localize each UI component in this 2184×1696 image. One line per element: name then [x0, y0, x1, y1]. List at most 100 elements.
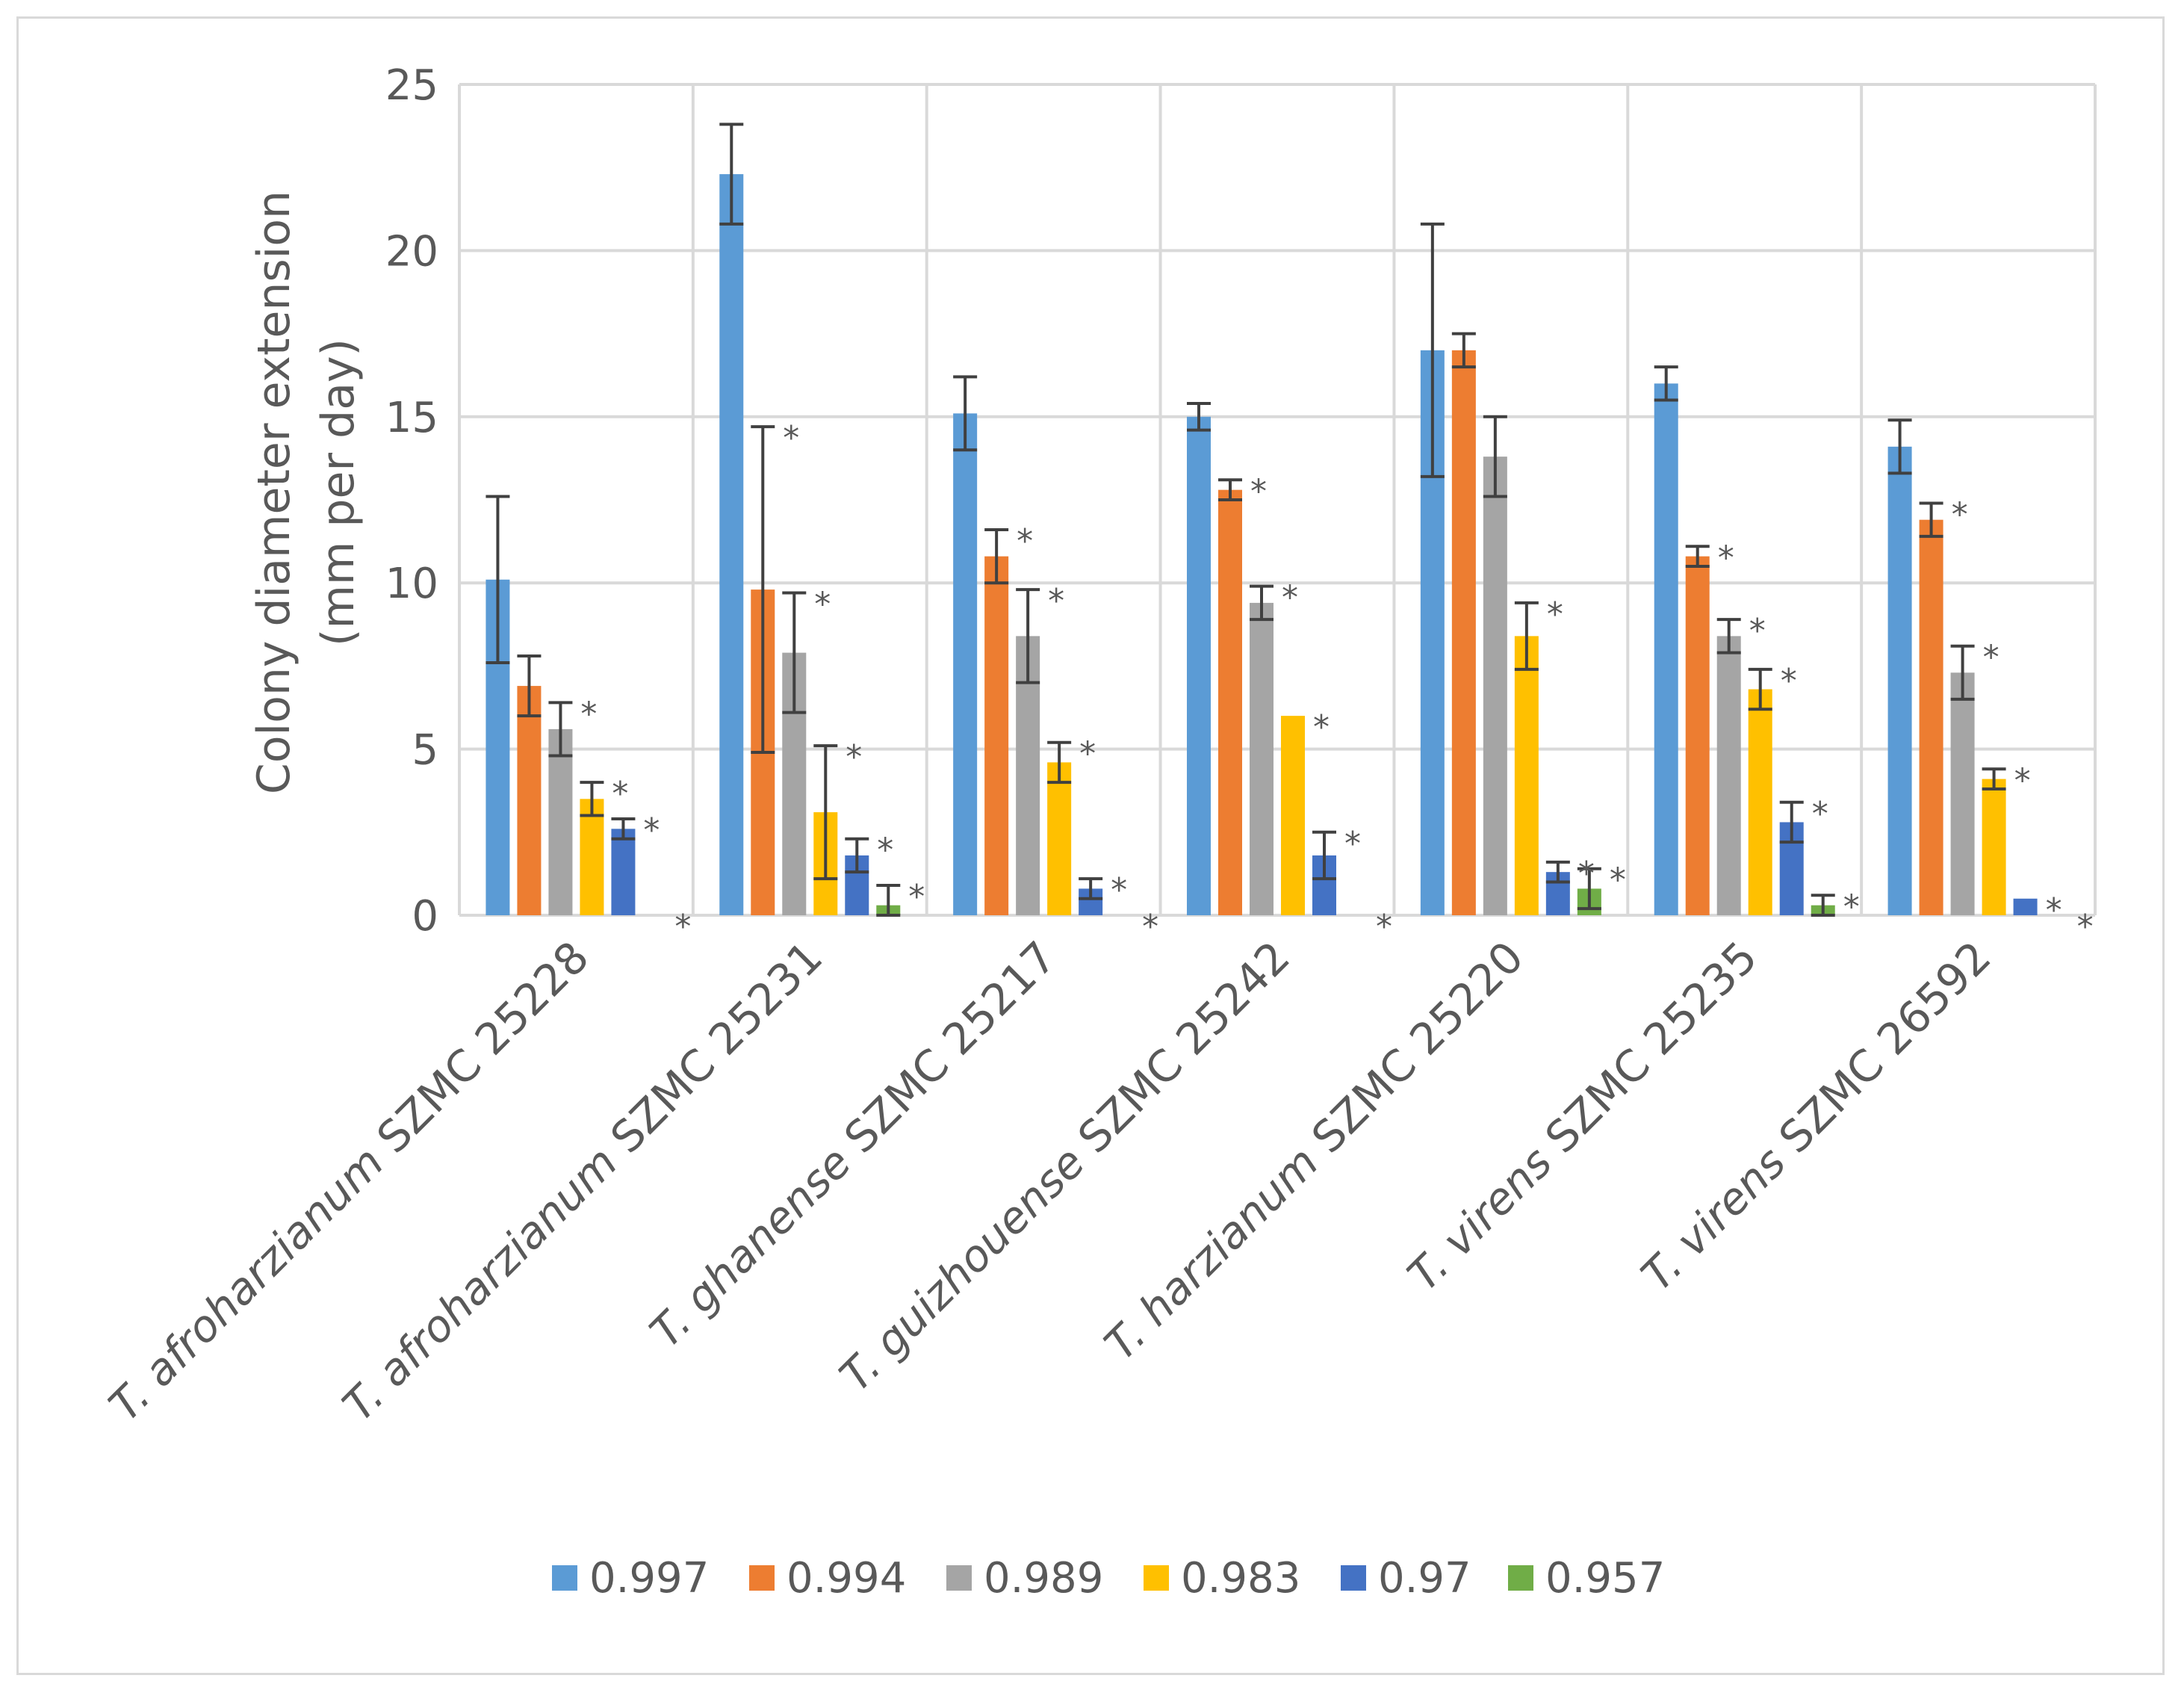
significance-marker: * — [877, 832, 893, 870]
legend-swatch — [1144, 1565, 1169, 1591]
strain-id: SZMC 25231 — [601, 932, 832, 1163]
bar — [1950, 672, 1975, 915]
legend-swatch — [749, 1565, 775, 1591]
significance-marker: * — [1983, 639, 2000, 677]
bar — [517, 686, 542, 915]
y-axis-title-line-1: Colony diameter extension — [248, 191, 300, 794]
bar — [719, 174, 744, 915]
significance-marker: * — [908, 878, 925, 916]
significance-marker: * — [612, 775, 628, 813]
y-tick-label: 10 — [385, 560, 438, 608]
significance-markers: * * * * * * * * * * * * * * * * * * * * * * * * * * * * * * * * — [580, 419, 2093, 946]
significance-marker: * — [1282, 579, 1298, 617]
bar — [1451, 350, 1476, 916]
significance-marker: * — [1812, 795, 1828, 833]
bar — [1887, 446, 1912, 915]
y-axis-title-line-2: (mm per day) — [312, 338, 364, 646]
legend-label: 0.989 — [984, 1554, 1103, 1603]
significance-marker: * — [1610, 861, 1626, 900]
significance-marker: * — [1048, 582, 1064, 620]
x-category-label: T. ghanense SZMC 25217 — [640, 932, 1066, 1358]
x-category-label: T. harzianum SZMC 25220 — [1095, 932, 1533, 1370]
y-tick-label: 5 — [412, 726, 438, 775]
significance-marker: * — [1017, 522, 1033, 560]
y-tick-label: 25 — [385, 61, 438, 110]
strain-id: SZMC 25217 — [834, 932, 1066, 1163]
y-axis-title: Colony diameter extension (mm per day) — [248, 191, 364, 794]
significance-marker: * — [1718, 539, 1734, 577]
x-category-label: T. afroharzianum SZMC 25228 — [99, 932, 599, 1432]
significance-marker: * — [674, 908, 691, 946]
bar — [1483, 457, 1507, 915]
bar — [1218, 489, 1242, 915]
significance-marker: * — [846, 738, 862, 776]
significance-marker: * — [1313, 708, 1330, 746]
significance-marker: * — [2014, 761, 2031, 799]
significance-marker: * — [580, 695, 597, 733]
significance-marker: * — [2046, 891, 2062, 929]
y-tick-label: 0 — [412, 892, 438, 941]
significance-marker: * — [1250, 472, 1267, 510]
significance-marker: * — [814, 586, 831, 624]
significance-marker: * — [1344, 825, 1361, 863]
legend-swatch — [946, 1565, 972, 1591]
legend-label: 0.994 — [787, 1554, 906, 1603]
significance-marker: * — [1749, 612, 1766, 650]
bar — [580, 799, 604, 915]
y-axis-ticks: 0 5 10 15 20 25 — [385, 61, 438, 941]
significance-marker: * — [1843, 888, 1860, 926]
strain-id: SZMC 25235 — [1536, 932, 1767, 1163]
significance-marker: * — [1376, 908, 1392, 946]
y-tick-label: 15 — [385, 394, 438, 442]
x-category-label: T. guizhouense SZMC 25242 — [830, 932, 1300, 1402]
significance-marker: * — [1578, 855, 1595, 893]
chart-frame: 0 5 10 15 20 25 Colony diameter extension (mm… — [16, 16, 2165, 1675]
legend-swatch — [552, 1565, 577, 1591]
bar — [1982, 779, 2006, 915]
bar — [1187, 416, 1211, 915]
x-category-label: T. afroharzianum SZMC 25231 — [333, 932, 833, 1432]
significance-marker: * — [1547, 595, 1563, 634]
bar — [611, 829, 636, 915]
bar — [1748, 689, 1772, 915]
legend: 0.997 0.994 0.989 0.983 0.97 0.957 — [552, 1554, 1665, 1603]
bar — [984, 556, 1009, 915]
y-tick-label: 20 — [385, 227, 438, 276]
legend-label: 0.997 — [589, 1554, 709, 1603]
significance-marker: * — [1952, 495, 1968, 533]
bar — [1685, 556, 1710, 915]
strain-id: SZMC 25228 — [367, 932, 599, 1163]
bar — [1654, 383, 1678, 915]
significance-marker: * — [643, 811, 660, 849]
bar — [1919, 519, 1943, 915]
bars — [485, 174, 2038, 916]
significance-marker: * — [1111, 871, 1127, 909]
error-bars — [485, 123, 2006, 917]
significance-marker: * — [2077, 908, 2094, 946]
legend-label: 0.957 — [1545, 1554, 1665, 1603]
bar — [1716, 636, 1741, 915]
significance-marker: * — [1142, 908, 1158, 946]
bar — [1514, 636, 1539, 915]
significance-marker: * — [1079, 735, 1096, 773]
bar — [2013, 898, 2038, 915]
legend-swatch — [1508, 1565, 1533, 1591]
bar — [1250, 602, 1274, 915]
significance-marker: * — [783, 419, 799, 457]
bar — [1281, 716, 1305, 915]
species-name: T. harzianum — [1095, 1127, 1338, 1370]
legend-label: 0.983 — [1181, 1554, 1300, 1603]
strain-id: SZMC 25220 — [1302, 932, 1533, 1163]
strain-id: SZMC 26592 — [1769, 932, 2001, 1163]
species-name: T. virens — [1631, 1127, 1805, 1301]
species-name: T. guizhouense — [830, 1127, 1104, 1401]
legend-swatch — [1341, 1565, 1366, 1591]
gridlines — [458, 83, 2097, 917]
bar-chart: 0 5 10 15 20 25 Colony diameter extension (mm… — [99, 61, 2097, 1603]
species-name: T. virens — [1397, 1127, 1572, 1301]
bar — [953, 413, 978, 915]
legend-label: 0.97 — [1378, 1554, 1471, 1603]
bar — [1047, 762, 1072, 915]
bar — [548, 728, 573, 915]
